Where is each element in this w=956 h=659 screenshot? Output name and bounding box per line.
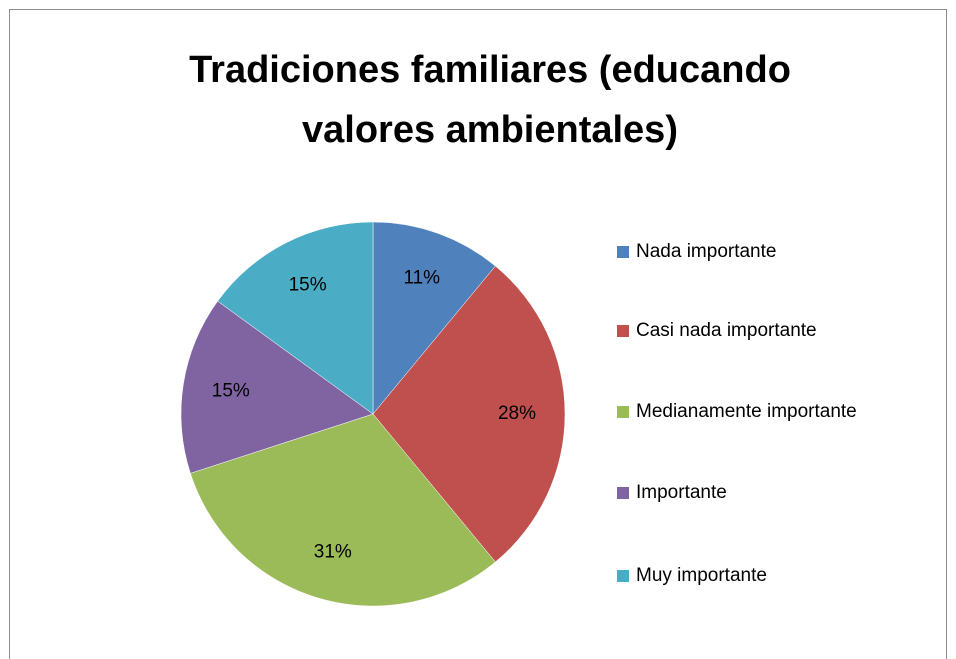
data-label: 31% [314,541,352,562]
pie-slice [372,265,566,563]
data-label: 15% [289,275,327,296]
legend-swatch [617,570,629,582]
legend-swatch [617,246,629,258]
chart-border [9,9,947,659]
data-label: 11% [403,268,440,289]
pie-slice [180,300,374,474]
legend-label: Muy importante [636,565,767,586]
legend-item: Nada importante [617,237,867,267]
legend-item: Casi nada importante [617,316,867,346]
legend-label: Casi nada importante [636,320,817,341]
legend-label: Importante [636,482,727,503]
legend-swatch [617,406,629,418]
chart-title: Tradiciones familiares (educando valores… [189,49,791,151]
legend-item: Importante [617,478,867,508]
data-label: 28% [498,403,536,424]
pie-slice [217,221,374,415]
legend-item: Muy importante [617,561,867,591]
data-label: 15% [212,380,250,401]
pie-slice [372,221,496,415]
legend-swatch [617,487,629,499]
legend-swatch [617,325,629,337]
legend-label: Medianamente importante [636,401,857,422]
legend-label: Nada importante [636,241,777,262]
pie-slice [190,413,496,607]
legend-item: Medianamente importante [617,397,867,427]
